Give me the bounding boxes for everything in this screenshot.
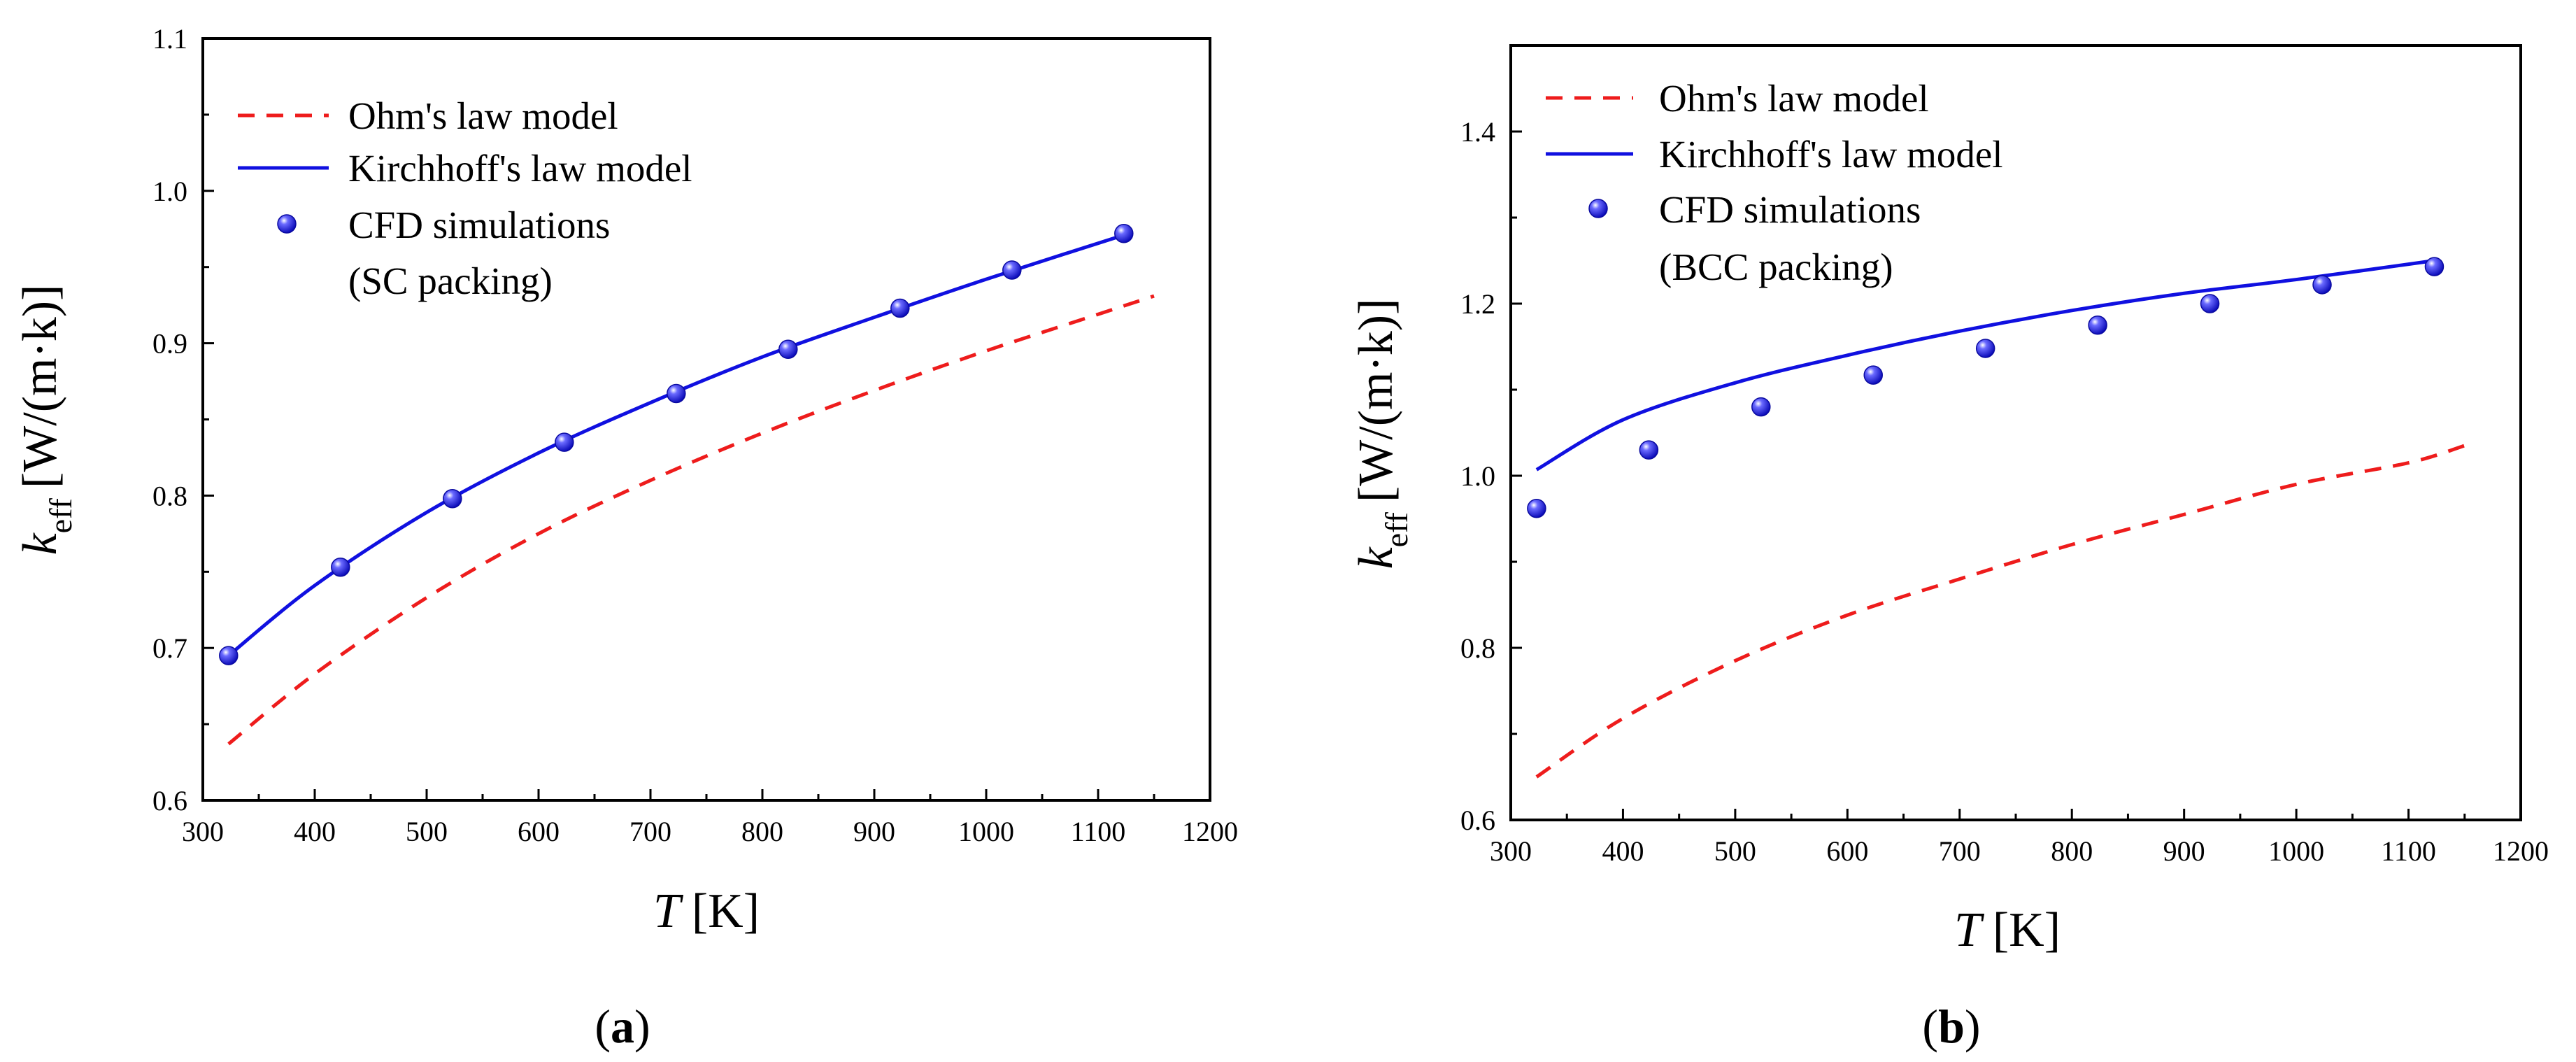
- y-tick-label: 0.9: [152, 328, 187, 360]
- cfd-data-point: [219, 646, 239, 665]
- panel-a: 300 400 500 600 700 800 900 1000 1100 1200 0.6 0.7 0…: [13, 23, 1238, 1053]
- ylabel-k: k: [1349, 546, 1403, 569]
- cfd-data-point: [2088, 316, 2107, 335]
- x-tick-label: 300: [182, 816, 224, 847]
- panel-b-ylabel: keff [W/(m·k)]: [1349, 299, 1414, 569]
- panel-a-legend: Ohm's law model Kirchhoff's law model CF…: [238, 94, 692, 302]
- y-tick-label: 0.8: [1460, 632, 1495, 664]
- cfd-data-point: [1527, 498, 1546, 518]
- x-tick-label: 1100: [1071, 816, 1126, 847]
- legend-packing-label: (BCC packing): [1659, 246, 1893, 288]
- x-tick-label: 400: [1602, 835, 1644, 867]
- cfd-data-point: [2424, 257, 2445, 276]
- x-tick-label: 600: [1826, 835, 1868, 867]
- panel-b-legend: Ohm's law model Kirchhoff's law model CF…: [1546, 77, 2003, 288]
- panel-b: 300 400 500 600 700 800 900 1000 1100 1200 0.6 0.8 1…: [1349, 44, 2549, 1053]
- y-tick-label: 1.2: [1460, 288, 1495, 320]
- legend-packing-label: (SC packing): [348, 260, 553, 302]
- y-tick-label: 0.6: [152, 785, 187, 816]
- y-tick-label: 0.6: [1460, 805, 1495, 836]
- ylabel-sub: eff: [43, 497, 78, 533]
- x-tick-label: 500: [1714, 835, 1756, 867]
- cfd-data-point: [1975, 339, 1995, 358]
- cfd-data-point: [1002, 260, 1022, 280]
- legend-ohm-label: Ohm's law model: [1659, 77, 1929, 120]
- cfd-data-point: [1114, 224, 1134, 243]
- cfd-data-point: [2312, 275, 2332, 295]
- xlabel-unit: [K]: [692, 884, 760, 938]
- legend-kirchhoff-label: Kirchhoff's law model: [1659, 133, 2003, 176]
- y-tick-label: 1.4: [1460, 116, 1495, 148]
- x-tick-label: 800: [741, 816, 783, 847]
- x-tick-label: 500: [406, 816, 448, 847]
- panel-b-series: [1527, 257, 2465, 779]
- panel-a-ylabel: keff [W/(m·k)]: [13, 285, 78, 555]
- svg-text:keff[W/(m·k)]: keff [W/(m·k)]: [1349, 299, 1414, 569]
- x-tick-label: 600: [518, 816, 560, 847]
- cfd-data-point: [443, 489, 462, 509]
- y-tick-label: 1.0: [152, 176, 187, 207]
- svg-text:keff[W/(m·k)]: keff [W/(m·k)]: [13, 285, 78, 555]
- legend-kirchhoff-label: Kirchhoff's law model: [348, 147, 692, 190]
- panel-b-ticks: 300 400 500 600 700 800 900 1000 1100 1200 0.6 0.8 1…: [1460, 116, 2549, 867]
- cfd-data-point: [555, 432, 574, 452]
- x-tick-label: 900: [2163, 835, 2205, 867]
- x-tick-label: 700: [629, 816, 671, 847]
- panel-a-caption: (a): [595, 1000, 650, 1053]
- x-tick-label: 800: [2051, 835, 2093, 867]
- ylabel-sub: eff: [1379, 511, 1414, 547]
- cfd-data-point: [890, 298, 910, 318]
- y-tick-label: 1.0: [1460, 460, 1495, 492]
- cfd-data-point: [1639, 440, 1659, 460]
- legend-cfd-marker: [277, 214, 297, 234]
- x-tick-label: 300: [1490, 835, 1532, 867]
- ylabel-unit: [W/(m·k)]: [1349, 299, 1403, 503]
- xlabel-t: T: [653, 884, 684, 938]
- legend-ohm-label: Ohm's law model: [348, 94, 618, 137]
- panel-a-series: [219, 224, 1155, 746]
- cfd-data-point: [331, 558, 350, 577]
- x-tick-label: 1100: [2381, 835, 2436, 867]
- ylabel-k: k: [13, 532, 67, 555]
- x-tick-label: 1000: [2268, 835, 2324, 867]
- cfd-data-point: [1863, 365, 1883, 385]
- x-tick-label: 1200: [2493, 835, 2549, 867]
- panel-a-xlabel: T [K]: [653, 884, 760, 938]
- xlabel-unit: [K]: [1993, 903, 2061, 957]
- ohm-law-curve: [227, 294, 1155, 746]
- panel-b-caption: (b): [1922, 1000, 1980, 1053]
- xlabel-t: T: [1954, 903, 1985, 957]
- kirchhoff-law-curve: [1535, 259, 2435, 472]
- x-tick-label: 700: [1939, 835, 1981, 867]
- kirchhoff-law-curve: [227, 233, 1125, 658]
- y-tick-label: 0.7: [152, 632, 187, 664]
- ylabel-unit: [W/(m·k)]: [13, 285, 67, 489]
- x-tick-label: 1200: [1182, 816, 1238, 847]
- legend-cfd-label: CFD simulations: [348, 204, 610, 246]
- cfd-data-point: [667, 383, 686, 404]
- cfd-data-point: [2200, 294, 2220, 313]
- legend-cfd-label: CFD simulations: [1659, 188, 1921, 231]
- x-tick-label: 1000: [958, 816, 1014, 847]
- legend-cfd-marker: [1588, 199, 1608, 218]
- x-tick-label: 400: [294, 816, 336, 847]
- panel-a-ticks: 300 400 500 600 700 800 900 1000 1100 1200 0.6 0.7 0…: [152, 23, 1238, 847]
- x-tick-label: 900: [853, 816, 895, 847]
- cfd-data-point: [1751, 397, 1771, 417]
- ohm-law-curve: [1535, 444, 2465, 779]
- panel-b-xlabel: T [K]: [1954, 903, 2061, 957]
- y-tick-label: 0.8: [152, 480, 187, 511]
- y-tick-label: 1.1: [152, 23, 187, 55]
- cfd-data-point: [778, 339, 798, 360]
